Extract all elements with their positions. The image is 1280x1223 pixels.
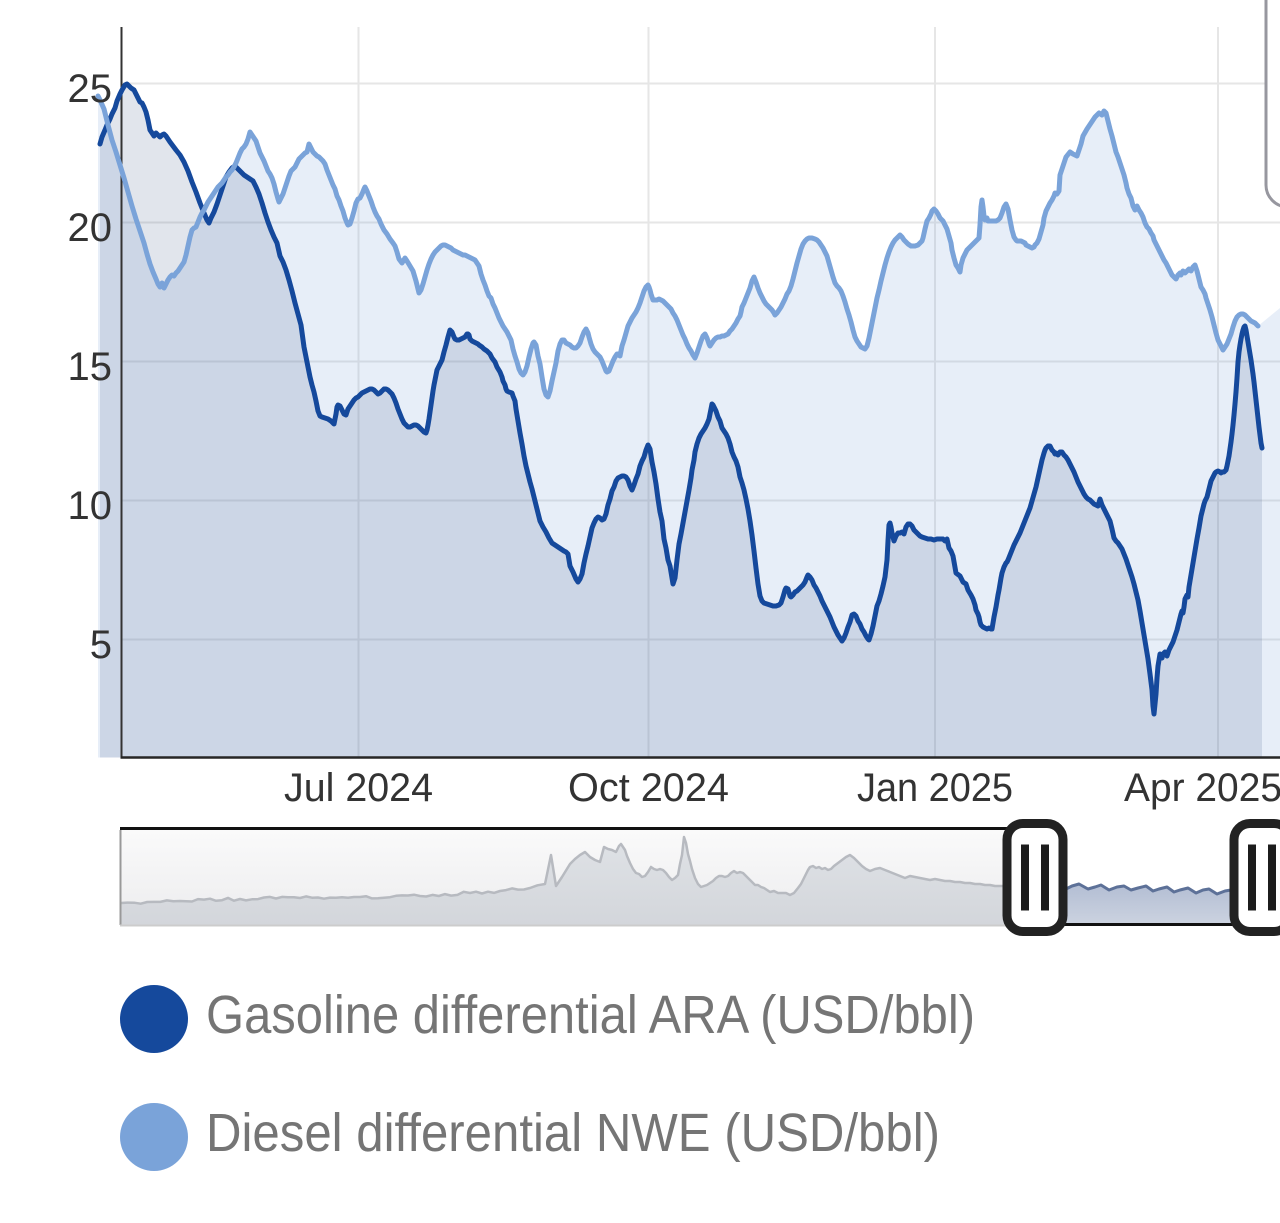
svg-text:Gasoline differential ARA (USD: Gasoline differential ARA (USD/bbl) (206, 985, 975, 1045)
svg-text:10: 10 (68, 484, 113, 528)
svg-text:Oct 2024: Oct 2024 (568, 766, 729, 810)
svg-text:Jul 2024: Jul 2024 (284, 766, 433, 810)
svg-text:5: 5 (90, 623, 112, 667)
svg-text:Apr 2025: Apr 2025 (1124, 766, 1280, 810)
svg-text:15: 15 (68, 345, 113, 389)
svg-text:Diesel differential NWE (USD/b: Diesel differential NWE (USD/bbl) (206, 1103, 940, 1163)
svg-text:Jan 2025: Jan 2025 (857, 766, 1013, 810)
svg-text:20: 20 (68, 206, 113, 250)
svg-text:25: 25 (68, 67, 113, 111)
